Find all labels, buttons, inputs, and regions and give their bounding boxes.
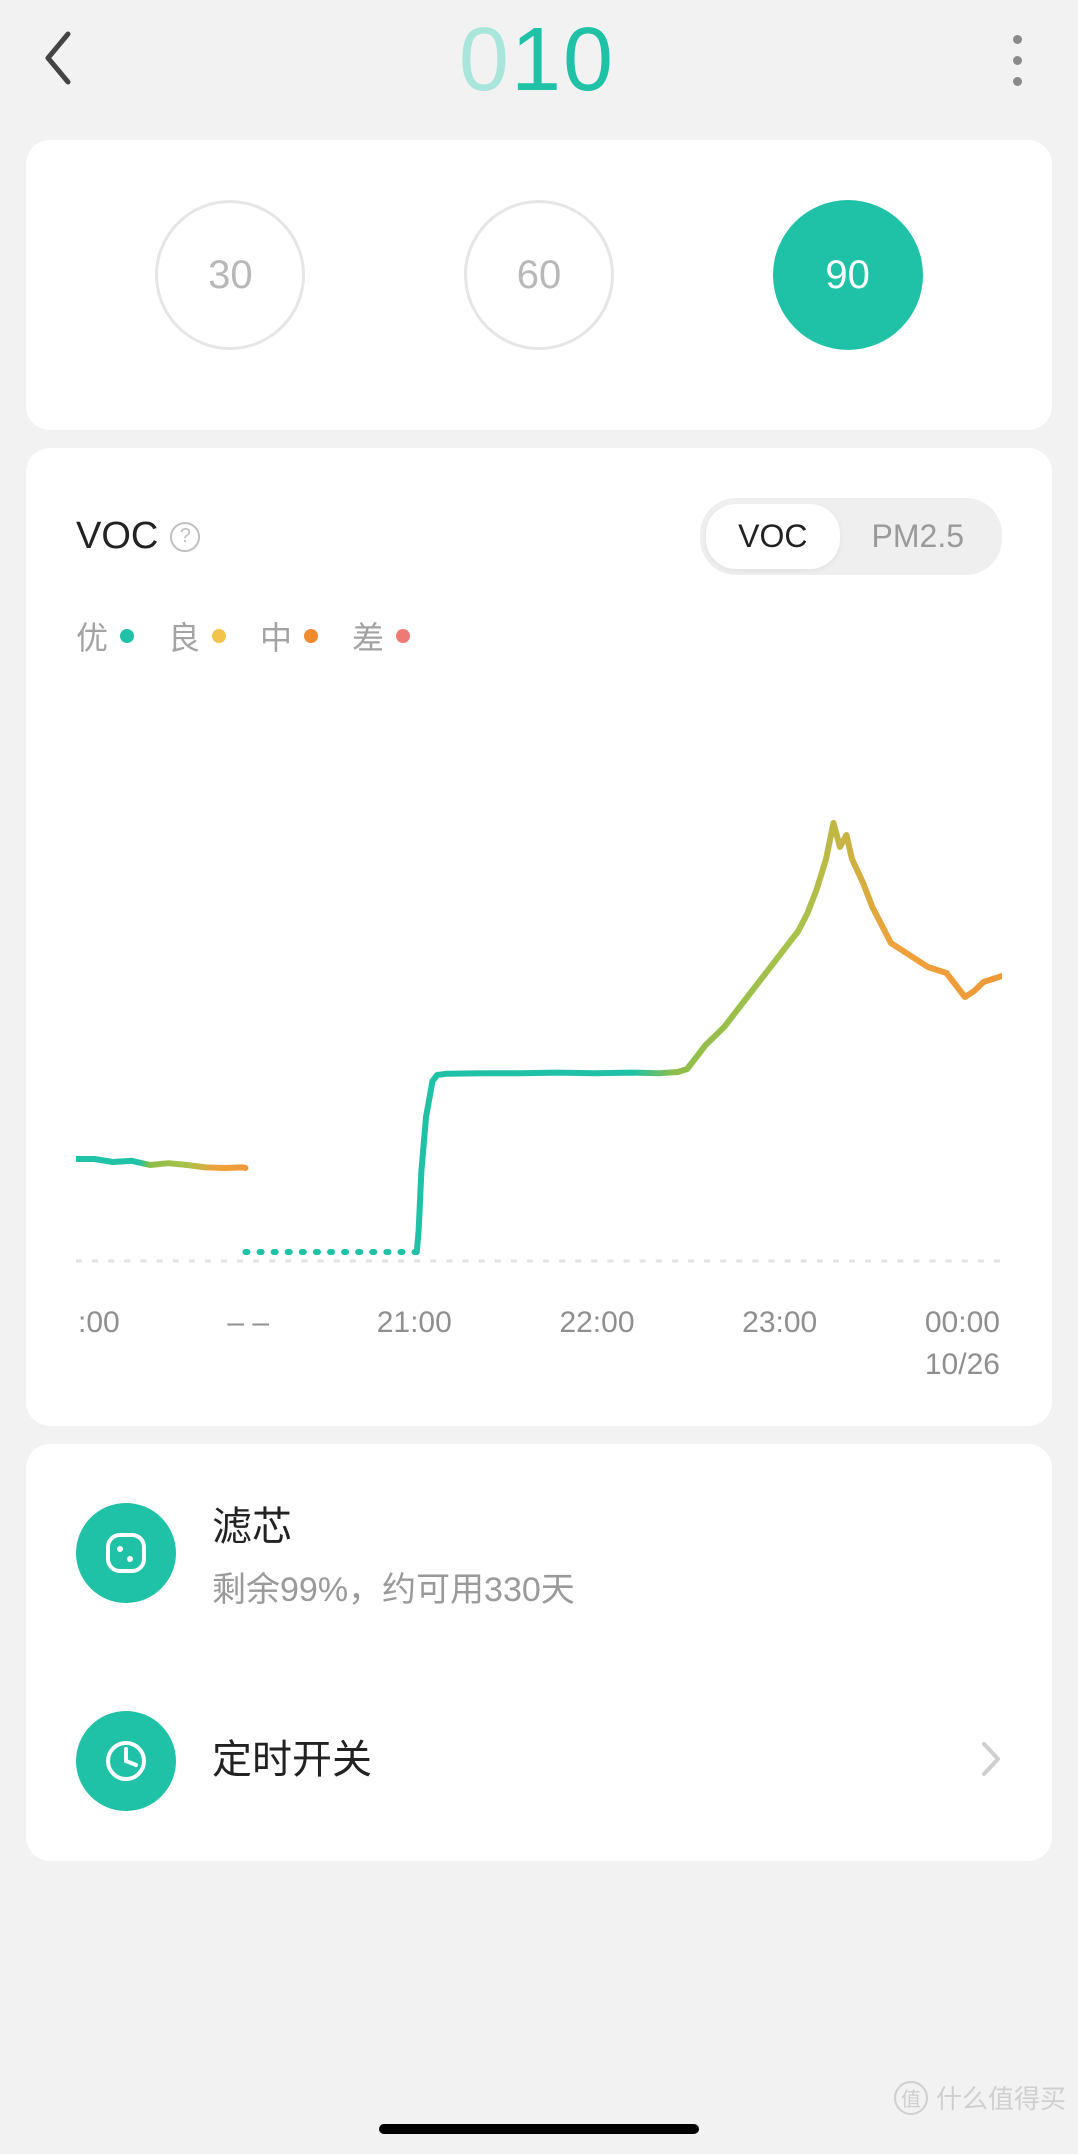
duration-option-60[interactable]: 60 xyxy=(464,200,614,350)
value-leading-digit: 0 xyxy=(459,10,511,110)
toggle-pm25[interactable]: PM2.5 xyxy=(840,504,996,569)
legend-excellent: 优 xyxy=(76,613,134,659)
chart-x-axis: :00 – – 21:00 22:00 23:00 00:0010/26 xyxy=(76,1302,1002,1386)
x-tick: 00:0010/26 xyxy=(925,1302,1000,1386)
voc-chart-card: VOC ? VOC PM2.5 优 良 中 差 :00 – – 21:00 22… xyxy=(26,448,1052,1426)
x-tick: 22:00 xyxy=(559,1302,634,1386)
watermark: 值 什么值得买 xyxy=(894,2079,1066,2116)
settings-list-card: 滤芯 剩余99%，约可用330天 定时开关 xyxy=(26,1444,1052,1861)
chart-legend: 优 良 中 差 xyxy=(76,613,1002,659)
voc-line-chart xyxy=(76,679,1002,1279)
timer-title: 定时开关 xyxy=(212,1727,944,1785)
air-quality-value: 010 xyxy=(459,9,615,112)
home-indicator[interactable] xyxy=(379,2124,699,2134)
legend-poor: 差 xyxy=(352,613,410,659)
x-tick: 23:00 xyxy=(742,1302,817,1386)
x-tick: – – xyxy=(227,1302,269,1386)
filter-icon xyxy=(76,1503,176,1603)
clock-icon xyxy=(76,1711,176,1811)
back-icon[interactable] xyxy=(40,28,76,93)
timer-switch-row[interactable]: 定时开关 xyxy=(76,1661,1002,1861)
legend-moderate: 中 xyxy=(260,613,318,659)
chart-title: VOC ? xyxy=(76,515,200,558)
legend-good: 良 xyxy=(168,613,226,659)
metric-toggle: VOC PM2.5 xyxy=(700,498,1002,575)
filter-subtitle: 剩余99%，约可用330天 xyxy=(212,1562,1002,1611)
help-icon[interactable]: ? xyxy=(170,522,200,552)
filter-title: 滤芯 xyxy=(212,1494,1002,1552)
duration-option-30[interactable]: 30 xyxy=(155,200,305,350)
more-icon[interactable] xyxy=(998,20,1038,100)
toggle-voc[interactable]: VOC xyxy=(706,504,839,569)
duration-selector-card: 30 60 90 xyxy=(26,140,1052,430)
x-tick: :00 xyxy=(78,1302,120,1386)
chevron-right-icon xyxy=(980,1740,1002,1783)
chart-title-text: VOC xyxy=(76,515,158,558)
x-tick: 21:00 xyxy=(377,1302,452,1386)
filter-status-row[interactable]: 滤芯 剩余99%，约可用330天 xyxy=(76,1444,1002,1661)
duration-option-90[interactable]: 90 xyxy=(773,200,923,350)
value-rest-digits: 10 xyxy=(511,10,615,110)
